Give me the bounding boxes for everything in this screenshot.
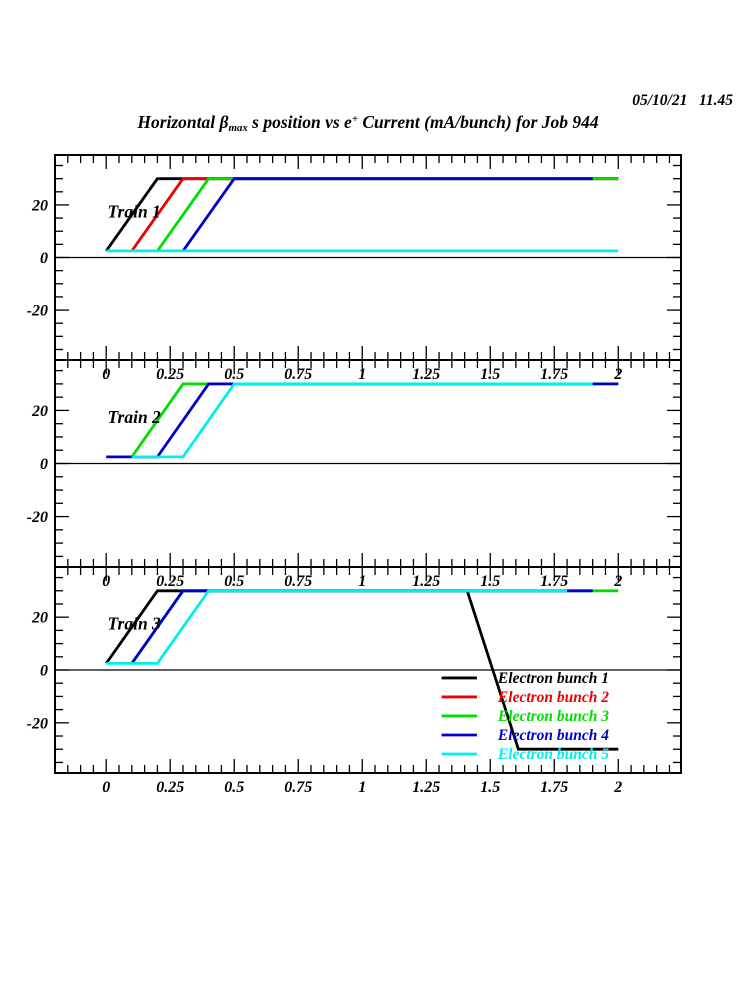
ticks-train-2 bbox=[56, 361, 680, 566]
series-train-3-electron-bunch-3 bbox=[130, 589, 619, 665]
title-part1: Horizontal bbox=[137, 112, 220, 132]
x-tick-label-train-3-1: 1 bbox=[358, 779, 366, 796]
x-tick-label-train-1-0.5: 0.5 bbox=[224, 366, 244, 383]
x-tick-label-train-3-2: 2 bbox=[613, 779, 622, 796]
title-beta-symbol: β bbox=[219, 112, 229, 132]
series-train-2-electron-bunch-3 bbox=[130, 382, 619, 458]
title-part2: s position vs e bbox=[247, 112, 352, 132]
legend-label-bunch2: Electron bunch 2 bbox=[497, 689, 609, 706]
x-tick-label-train-3-1.25: 1.25 bbox=[412, 779, 440, 796]
y-tick-label-train-3--20: -20 bbox=[27, 715, 48, 732]
legend: Electron bunch 1 Electron bunch 2 Electron… bbox=[441, 670, 609, 763]
x-tick-label-train-1-1: 1 bbox=[358, 366, 366, 383]
y-tick-label-train-3-20: 20 bbox=[31, 610, 48, 627]
timestamp: 05/10/21 11.45 bbox=[632, 92, 733, 109]
series-train-1-electron-bunch-4 bbox=[181, 177, 593, 252]
x-tick-label-train-3-0.5: 0.5 bbox=[224, 779, 244, 796]
legend-label-bunch5: Electron bunch 5 bbox=[497, 746, 609, 763]
train-label-train-2: Train 2 bbox=[107, 407, 161, 427]
x-tick-label-train-2-0.5: 0.5 bbox=[224, 573, 244, 590]
x-tick-label-train-3-1.5: 1.5 bbox=[480, 779, 500, 796]
x-tick-label-train-1-0.25: 0.25 bbox=[156, 366, 184, 383]
x-tick-label-train-2-1.75: 1.75 bbox=[540, 573, 568, 590]
train-label-train-1: Train 1 bbox=[107, 201, 160, 221]
x-tick-label-train-1-1.75: 1.75 bbox=[540, 366, 568, 383]
x-tick-label-train-1-1.5: 1.5 bbox=[480, 366, 500, 383]
y-tick-label-train-1-0: 0 bbox=[40, 250, 48, 267]
y-tick-label-train-2--20: -20 bbox=[27, 509, 48, 526]
y-tick-label-train-1--20: -20 bbox=[27, 303, 48, 320]
x-tick-label-train-2-1.25: 1.25 bbox=[412, 573, 440, 590]
ticks-train-3 bbox=[56, 568, 680, 772]
y-tick-label-train-3-0: 0 bbox=[40, 663, 48, 680]
page-title: Horizontal βmax s position vs e+ Current… bbox=[55, 112, 681, 134]
x-tick-label-train-2-2: 2 bbox=[613, 573, 622, 590]
x-tick-label-train-2-0: 0 bbox=[102, 573, 110, 590]
x-tick-label-train-1-0: 0 bbox=[102, 366, 110, 383]
series-train-3-electron-bunch-5 bbox=[106, 589, 568, 665]
panel-train-1: 20 0 -20 0 0.25 0.5 0.75 1 1.25 1.5 1.75 2 Train 1 bbox=[27, 154, 682, 383]
title-part3: Current (mA/bunch) for Job 944 bbox=[358, 112, 599, 132]
series-train-3 bbox=[105, 589, 619, 751]
legend-label-bunch4: Electron bunch 4 bbox=[497, 727, 609, 744]
title-e-superscript: + bbox=[351, 113, 358, 126]
legend-label-bunch3: Electron bunch 3 bbox=[497, 708, 609, 725]
series-train-2-electron-bunch-4 bbox=[106, 382, 619, 459]
x-tick-label-train-2-1.5: 1.5 bbox=[480, 573, 500, 590]
y-tick-label-train-2-20: 20 bbox=[31, 403, 48, 420]
legend-label-bunch1: Electron bunch 1 bbox=[497, 670, 609, 687]
x-tick-label-train-3-0.25: 0.25 bbox=[156, 779, 184, 796]
y-tick-label-train-1-20: 20 bbox=[31, 197, 48, 214]
x-tick-label-train-3-1.75: 1.75 bbox=[540, 779, 568, 796]
y-tick-label-train-2-0: 0 bbox=[40, 456, 48, 473]
series-train-1 bbox=[105, 177, 619, 253]
x-tick-label-train-3-0.75: 0.75 bbox=[284, 779, 312, 796]
x-tick-label-train-2-1: 1 bbox=[358, 573, 366, 590]
train-label-train-3: Train 3 bbox=[107, 614, 161, 634]
x-tick-label-train-1-0.75: 0.75 bbox=[284, 366, 312, 383]
title-beta-subscript: max bbox=[228, 122, 248, 135]
x-tick-label-train-3-0: 0 bbox=[102, 779, 110, 796]
x-tick-label-train-1-1.25: 1.25 bbox=[412, 366, 440, 383]
series-train-2 bbox=[106, 382, 619, 459]
x-tick-label-train-2-0.75: 0.75 bbox=[284, 573, 312, 590]
series-train-1-electron-bunch-2 bbox=[130, 177, 619, 252]
series-train-2-electron-bunch-5 bbox=[131, 382, 593, 459]
x-tick-label-train-2-0.25: 0.25 bbox=[156, 573, 184, 590]
ticks-train-1 bbox=[56, 156, 680, 359]
x-tick-label-train-1-2: 2 bbox=[613, 366, 622, 383]
